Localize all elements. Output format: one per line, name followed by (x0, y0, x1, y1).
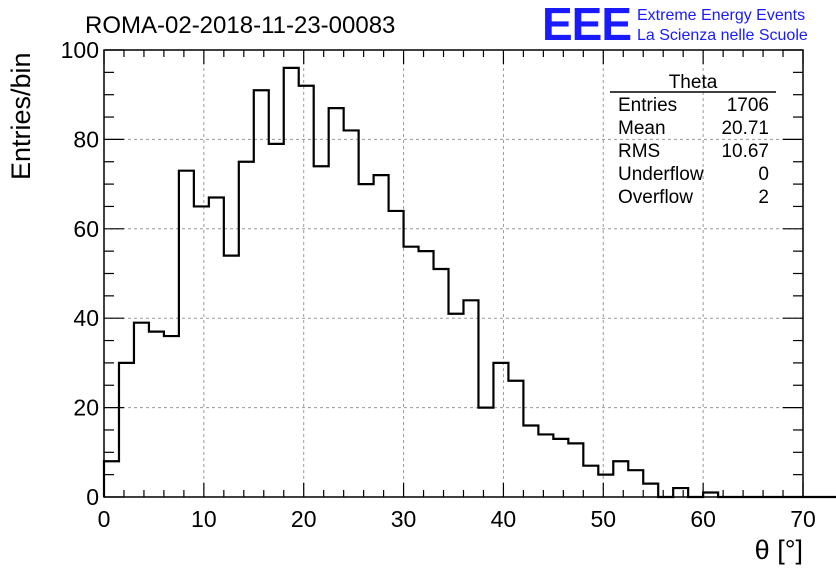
histogram-bin (179, 171, 194, 497)
axis-ticks (103, 49, 804, 498)
grid-lines (104, 50, 803, 497)
x-tick-label: 60 (690, 506, 716, 532)
histogram-bin (628, 470, 643, 497)
histogram-bin (404, 247, 419, 497)
histogram-bin (209, 198, 224, 497)
y-tick-label: 20 (73, 395, 99, 421)
y-tick-label: 0 (86, 484, 99, 510)
histogram-bin (553, 439, 568, 497)
histogram-bin (134, 323, 149, 497)
histogram-bin (419, 251, 434, 497)
stats-value: 20.71 (721, 118, 769, 139)
eee-logo-letters: EEE (542, 0, 631, 50)
y-tick-label: 80 (73, 126, 99, 152)
histogram-bin (119, 363, 134, 497)
stats-label: Underflow (618, 164, 704, 185)
stats-label: Overflow (618, 187, 693, 208)
histogram-bin (568, 443, 583, 497)
y-axis-title: Entries/bin (6, 52, 36, 180)
histogram-bin (359, 184, 374, 497)
y-tick-label: 60 (73, 216, 99, 242)
y-tick-labels: 0 20 40 60 80 100 (61, 37, 99, 510)
histogram-bin (254, 90, 269, 497)
eee-logo-line2: La Scienza nelle Scuole (637, 27, 808, 44)
x-tick-label: 20 (291, 506, 317, 532)
stats-value: 2 (758, 187, 769, 208)
histogram-bin (434, 269, 449, 497)
histogram-bin (598, 475, 613, 497)
stats-name: Theta (669, 72, 718, 93)
histogram-bin (269, 144, 284, 497)
histogram-bin (149, 332, 164, 497)
histogram-bin (493, 363, 508, 497)
x-tick-label: 30 (391, 506, 417, 532)
stats-label: RMS (618, 141, 660, 162)
histogram-bin (523, 425, 538, 497)
eee-logo: EEE Extreme Energy Events La Scienza nel… (542, 0, 808, 50)
histogram-bin (314, 166, 329, 497)
histogram-bin (613, 461, 628, 497)
y-tick-label: 100 (61, 37, 99, 63)
histogram-bin (239, 162, 254, 497)
histogram-bin (449, 314, 464, 497)
histogram-bin (194, 206, 209, 497)
x-tick-label: 70 (790, 506, 816, 532)
histogram-bin (164, 336, 179, 497)
histogram-bin (643, 484, 658, 497)
stats-label: Mean (618, 118, 666, 139)
histogram-bin (478, 408, 493, 497)
histogram-bin (284, 68, 299, 497)
stats-label: Entries (618, 95, 677, 116)
histogram-bin (463, 300, 478, 497)
eee-logo-line1: Extreme Energy Events (637, 7, 805, 24)
x-tick-label: 40 (491, 506, 517, 532)
chart-title: ROMA-02-2018-11-23-00083 (85, 12, 395, 39)
x-tick-labels: 0 10 20 30 40 50 60 70 (98, 506, 816, 532)
histogram-bin (329, 108, 344, 497)
plot-frame (103, 49, 804, 498)
histogram-bin (538, 434, 553, 497)
histogram-bin (374, 175, 389, 497)
x-tick-label: 10 (191, 506, 217, 532)
x-axis-title: θ [°] (755, 535, 803, 565)
histogram-bin (508, 381, 523, 497)
histogram-bin (673, 488, 688, 497)
histogram-bin (389, 211, 404, 497)
stats-value: 10.67 (721, 141, 769, 162)
x-tick-label: 0 (98, 506, 111, 532)
y-tick-label: 40 (73, 305, 99, 331)
stats-rows: Entries 1706 Mean 20.71 RMS 10.67 Underflow 0 Ov… (618, 95, 769, 208)
stats-value: 0 (758, 164, 769, 185)
histogram-bin (104, 461, 119, 497)
histogram-bin (583, 466, 598, 497)
histogram-bin (224, 256, 239, 497)
histogram-bin (344, 130, 359, 497)
x-tick-label: 50 (590, 506, 616, 532)
stats-value: 1706 (727, 95, 769, 116)
histogram-bin (299, 86, 314, 497)
stats-box: Theta Entries 1706 Mean 20.71 RMS 10.67 Underf… (610, 72, 776, 208)
